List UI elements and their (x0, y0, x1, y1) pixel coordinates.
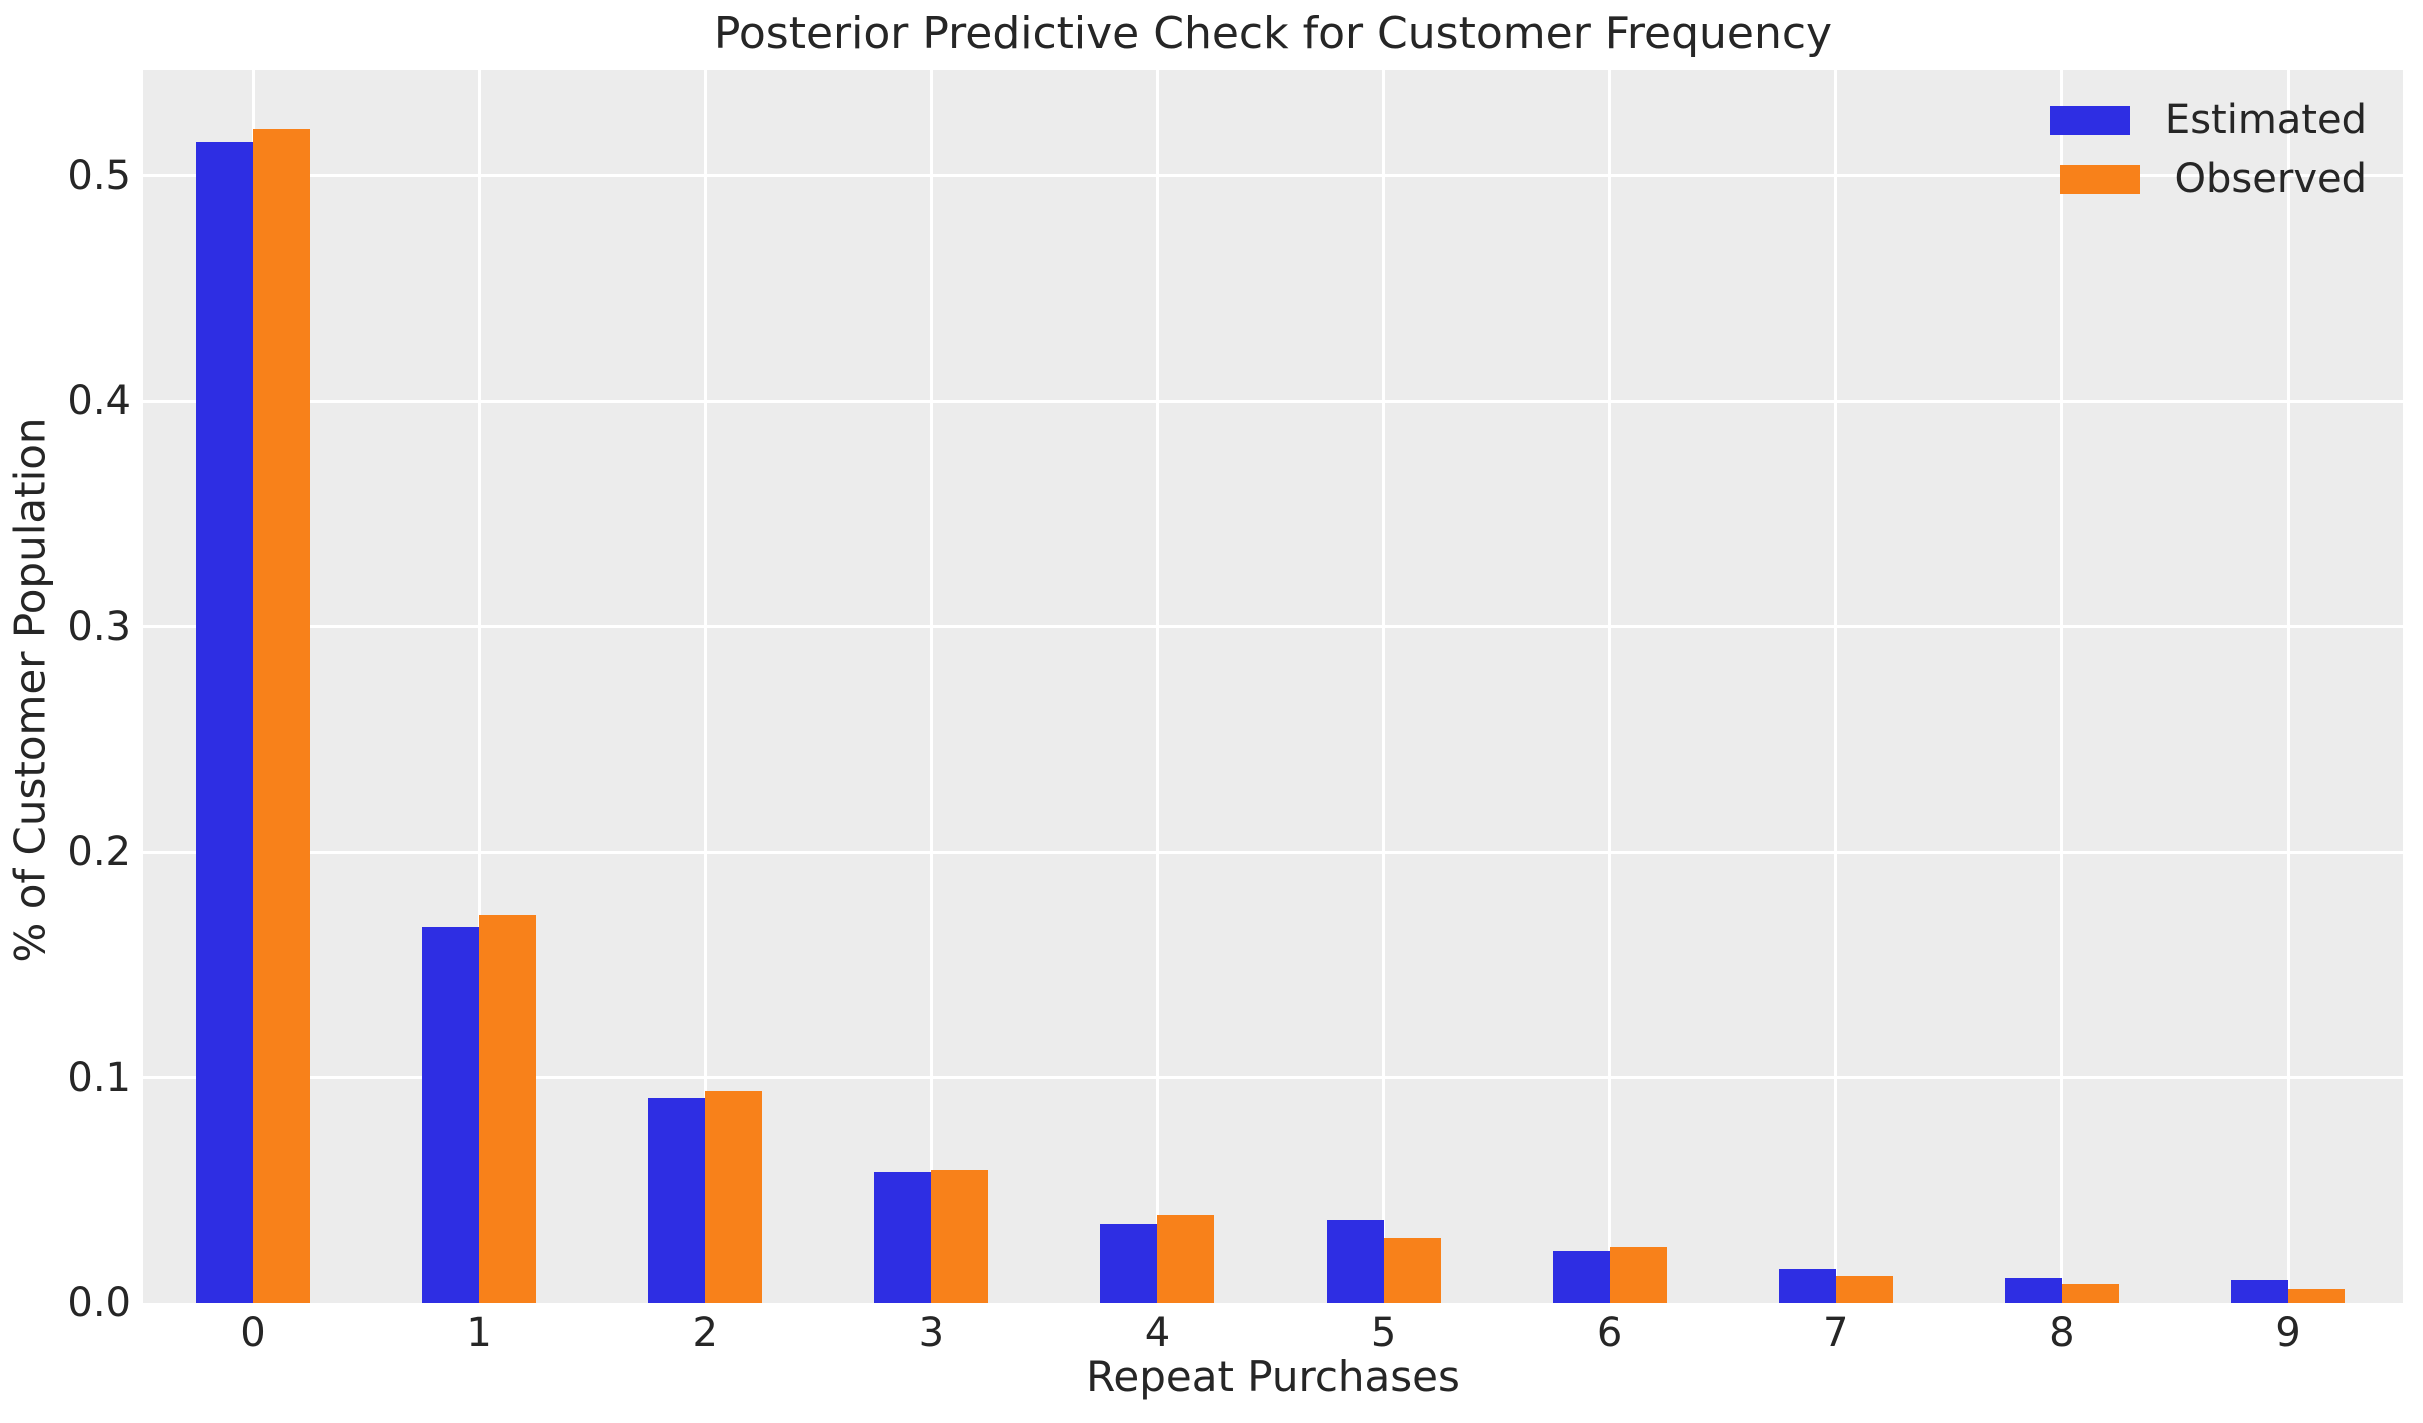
horizontal-gridline (143, 174, 2403, 178)
observed-bar-6 (1609, 1246, 1667, 1303)
legend-row-observed: Observed (2050, 157, 2367, 201)
x-tick-label: 6 (1596, 1310, 1623, 1356)
observed-bar-1 (479, 915, 537, 1303)
y-tick-label: 0.5 (67, 152, 131, 199)
observed-bar-0 (253, 128, 310, 1303)
x-tick-label: 1 (466, 1310, 492, 1356)
y-tick-label: 0.0 (67, 1280, 131, 1326)
chart-title: Posterior Predictive Check for Customer … (713, 8, 1833, 59)
horizontal-gridline (143, 399, 2403, 403)
x-tick-label: 0 (240, 1310, 266, 1356)
estimated-bar-6 (1552, 1251, 1610, 1303)
legend-row-estimated: Estimated (2049, 97, 2367, 143)
vertical-gridline (1834, 70, 1838, 1303)
observed-bar-9 (2288, 1289, 2345, 1303)
observed-bar-5 (1383, 1237, 1441, 1303)
observed-legend-swatch (2059, 164, 2140, 194)
horizontal-gridline (143, 850, 2403, 854)
vertical-gridline (1382, 70, 1386, 1303)
vertical-gridline (1608, 70, 1612, 1303)
horizontal-gridline (143, 1076, 2403, 1080)
vertical-gridline (929, 70, 933, 1303)
plot-area: Estimated Observed (143, 70, 2403, 1303)
y-tick-label: 0.3 (67, 603, 131, 650)
x-tick-label: 5 (1370, 1310, 1397, 1356)
y-axis-label: % of Customer Population (5, 417, 55, 963)
vertical-gridline (477, 70, 481, 1303)
observed-bar-8 (2061, 1283, 2119, 1303)
observed-bar-3 (931, 1170, 989, 1303)
x-axis-label: Repeat Purchases (1086, 1352, 1460, 1401)
y-tick-label: 0.2 (67, 829, 131, 876)
estimated-bar-1 (422, 926, 480, 1303)
observed-bar-2 (705, 1091, 763, 1303)
estimated-bar-0 (196, 142, 253, 1303)
y-tick-label: 0.4 (67, 378, 131, 425)
y-tick-label: 0.1 (67, 1054, 131, 1101)
estimated-bar-9 (2231, 1280, 2288, 1303)
observed-bar-7 (1835, 1275, 1893, 1303)
estimated-bar-7 (1778, 1269, 1836, 1303)
vertical-gridline (2286, 70, 2290, 1303)
estimated-bar-8 (2004, 1278, 2062, 1303)
vertical-gridline (703, 70, 707, 1303)
estimated-legend-swatch (2049, 105, 2130, 135)
x-tick-label: 2 (692, 1310, 718, 1356)
x-tick-label: 8 (2049, 1310, 2075, 1356)
vertical-gridline (1155, 70, 1159, 1303)
x-tick-label: 4 (1144, 1310, 1171, 1356)
observed-legend-label: Observed (2174, 156, 2367, 202)
estimated-bar-4 (1100, 1224, 1158, 1303)
estimated-bar-2 (648, 1097, 706, 1303)
observed-bar-4 (1157, 1215, 1215, 1303)
horizontal-gridline (143, 625, 2403, 629)
legend: Estimated Observed (2049, 97, 2367, 201)
estimated-bar-5 (1326, 1219, 1384, 1303)
vertical-gridline (2060, 70, 2064, 1303)
estimated-legend-label: Estimated (2164, 97, 2367, 143)
x-tick-label: 7 (1823, 1310, 1849, 1356)
x-tick-label: 3 (918, 1310, 945, 1356)
estimated-bar-3 (874, 1172, 932, 1303)
x-tick-label: 9 (2275, 1310, 2301, 1356)
